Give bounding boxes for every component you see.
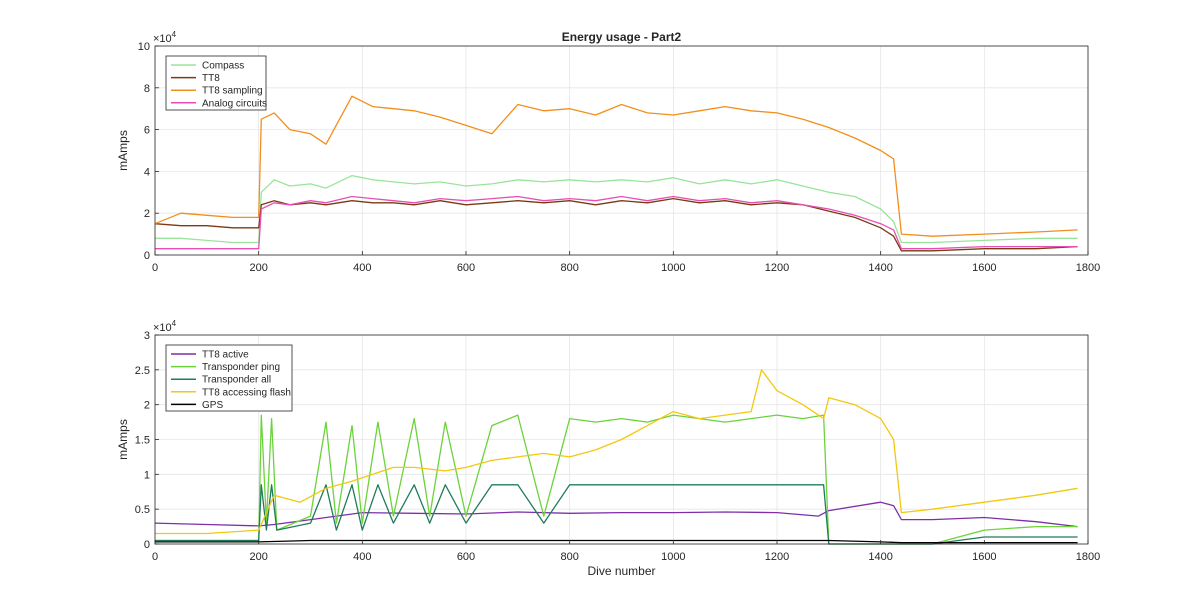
y-tick-label: 1.5 [135, 435, 150, 447]
y-axis-label: mAmps [116, 130, 130, 171]
y-tick-label: 8 [144, 83, 150, 95]
x-tick-label: 1000 [661, 262, 685, 274]
y-tick-label: 3 [144, 330, 150, 342]
y-exponent-base: ×10 [153, 322, 172, 334]
legend-label: GPS [202, 400, 223, 411]
plot-area [155, 46, 1088, 255]
series-line-3 [154, 95, 1078, 237]
x-tick-label: 600 [457, 551, 475, 563]
series-line-4 [155, 369, 1078, 535]
axes-box [154, 45, 1089, 256]
x-tick-label: 200 [249, 551, 267, 563]
x-tick-label: 1600 [972, 551, 996, 563]
y-tick-label: 0 [144, 539, 150, 551]
legend-label: Transponder ping [202, 362, 280, 373]
x-tick-label: 1400 [868, 551, 892, 563]
legend-label: TT8 active [202, 350, 249, 361]
series-line-3 [155, 484, 1078, 545]
y-tick-label: 10 [138, 41, 150, 53]
x-tick-label: 1000 [661, 551, 685, 563]
y-tick-label: 0.5 [135, 504, 150, 516]
y-tick-label: 0 [144, 250, 150, 262]
chart-title: Energy usage - Part2 [562, 30, 682, 44]
x-tick-label: 200 [249, 262, 267, 274]
x-tick-label: 1800 [1076, 262, 1100, 274]
x-tick-label: 600 [457, 262, 475, 274]
x-tick-label: 1800 [1076, 551, 1100, 563]
series-line-2 [154, 197, 1078, 252]
legend-label: TT8 accessing flash [202, 387, 291, 398]
x-tick-label: 1600 [972, 262, 996, 274]
y-tick-label: 4 [144, 166, 150, 178]
y-exponent-base: ×10 [153, 33, 172, 45]
y-tick-label: 6 [144, 125, 150, 137]
x-axis-label: Dive number [587, 564, 655, 578]
x-tick-label: 1400 [868, 262, 892, 274]
series-line-1 [155, 174, 1078, 244]
legend-box [165, 344, 293, 412]
series-line-5 [155, 539, 1078, 544]
y-exponent-power: 4 [172, 319, 177, 328]
legend-label: Compass [202, 61, 244, 72]
y-tick-label: 1 [144, 469, 150, 481]
chart-2: 0 200 400 600 800 1000 1200 1400 1600 1800 0 0.5 1 1.… [116, 319, 1100, 578]
y-exponent-label: ×104 [153, 319, 177, 334]
y-exponent-label: ×104 [153, 30, 177, 45]
x-tick-label: 400 [353, 262, 371, 274]
series-line-4 [155, 195, 1078, 250]
legend-label: TT8 [202, 73, 220, 84]
legend-label: TT8 sampling [202, 86, 263, 97]
y-axis-label: mAmps [116, 419, 130, 460]
x-tick-label: 800 [560, 551, 578, 563]
x-tick-label: 800 [560, 262, 578, 274]
legend-label: Transponder all [202, 375, 271, 386]
y-tick-label: 2.5 [135, 365, 150, 377]
y-tick-label: 2 [144, 208, 150, 220]
x-tick-label: 0 [152, 551, 158, 563]
x-tick-label: 400 [353, 551, 371, 563]
y-exponent-power: 4 [172, 30, 177, 39]
x-tick-label: 1200 [765, 551, 789, 563]
legend-label: Analog circuits [202, 98, 267, 109]
x-tick-label: 1200 [765, 262, 789, 274]
y-tick-label: 2 [144, 400, 150, 412]
chart-1: 0 200 400 600 800 1000 1200 1400 1600 1800 0 2 4 6 8 10… [116, 30, 1100, 274]
x-tick-label: 0 [152, 262, 158, 274]
